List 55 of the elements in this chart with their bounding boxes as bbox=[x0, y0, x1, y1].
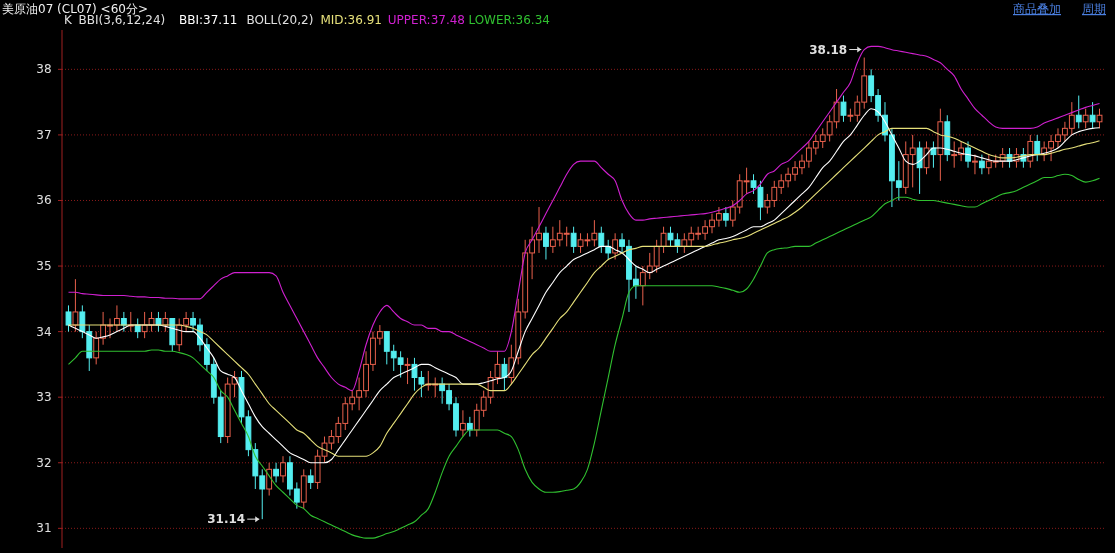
annotation: 31.14 bbox=[207, 512, 246, 527]
y-tick-label: 38 bbox=[36, 62, 52, 77]
candlestick bbox=[978, 154, 985, 175]
candlestick bbox=[155, 311, 162, 333]
y-tick-label: 34 bbox=[36, 324, 52, 339]
text: BOLL(20,2) bbox=[246, 13, 314, 27]
y-tick-label: 37 bbox=[36, 127, 52, 142]
text: MID:36.91 bbox=[320, 13, 382, 27]
text: K bbox=[64, 13, 73, 27]
candlestick bbox=[965, 140, 971, 169]
y-tick-label: 33 bbox=[36, 390, 52, 405]
candlestick bbox=[1027, 134, 1034, 169]
candlestick bbox=[93, 331, 100, 365]
candlestick bbox=[1034, 134, 1041, 162]
y-tick-label: 35 bbox=[36, 259, 52, 274]
candlestick bbox=[266, 462, 273, 497]
text: BBI(3,6,12,24) bbox=[78, 13, 166, 27]
candlestick bbox=[1096, 108, 1103, 129]
candlestick bbox=[273, 462, 279, 483]
candlestick bbox=[1089, 101, 1096, 129]
line-series bbox=[67, 45, 1101, 392]
candlestick bbox=[722, 206, 729, 228]
candlestick bbox=[404, 357, 411, 385]
y-tick-label: 32 bbox=[36, 455, 52, 470]
candlestick bbox=[307, 468, 314, 490]
candlestick bbox=[1082, 108, 1089, 129]
candlestick bbox=[757, 180, 764, 221]
candlestick bbox=[612, 232, 619, 260]
candlestick bbox=[750, 173, 757, 195]
candlestick bbox=[543, 226, 549, 260]
candlestick bbox=[1075, 95, 1082, 129]
candlestick bbox=[459, 409, 466, 438]
candlestick bbox=[65, 304, 72, 333]
candlestick bbox=[972, 154, 978, 175]
text: LOWER:36.34 bbox=[468, 13, 550, 27]
annotation: 38.18 bbox=[809, 42, 848, 57]
y-tick-label: 31 bbox=[36, 521, 52, 536]
y-tick-label: 36 bbox=[36, 193, 52, 208]
candlestick bbox=[72, 278, 79, 333]
candlestick bbox=[930, 140, 937, 169]
candlestick bbox=[280, 455, 286, 483]
candlestick bbox=[148, 311, 155, 333]
candlestick bbox=[660, 226, 667, 254]
candlestick bbox=[916, 140, 923, 195]
text: UPPER:37.48 bbox=[387, 13, 465, 27]
text: BBI:37.11 bbox=[179, 13, 238, 27]
candlestick bbox=[598, 226, 605, 254]
line-series bbox=[67, 173, 1101, 539]
candlestick bbox=[501, 357, 508, 392]
candlestick bbox=[570, 226, 577, 254]
text: 商品叠加 bbox=[1013, 2, 1061, 16]
candlestick bbox=[923, 140, 930, 175]
text: 周期 bbox=[1082, 2, 1106, 16]
candlestick bbox=[840, 95, 847, 123]
candlestick bbox=[639, 265, 646, 306]
